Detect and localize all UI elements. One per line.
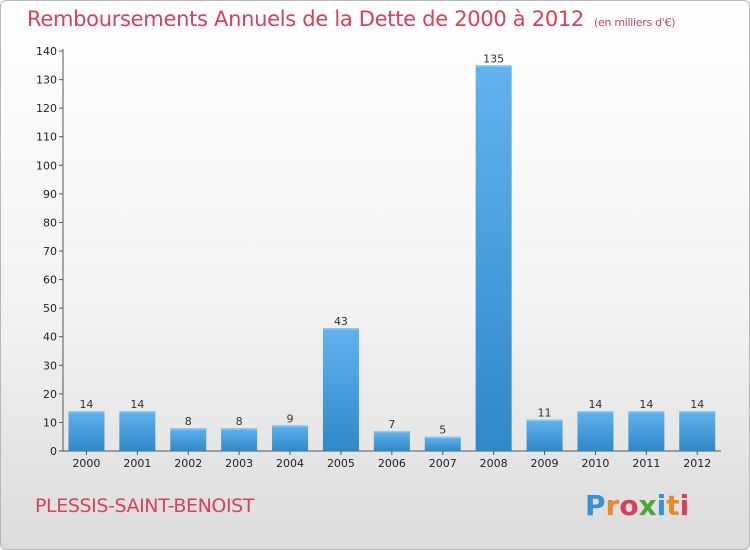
data-label: 8 [236,415,243,428]
bar [272,425,309,451]
bar-highlight [272,425,309,427]
x-tick-label: 2000 [72,457,100,470]
data-label: 135 [483,52,504,65]
bar-highlight [526,419,563,422]
y-tick-label: 140 [36,45,57,58]
bar-highlight [373,431,410,433]
y-tick-label: 60 [43,274,57,287]
x-tick-label: 2007 [429,457,457,470]
x-tick-label: 2001 [123,457,151,470]
x-tick-label: 2003 [225,457,253,470]
bar [628,411,665,451]
data-label: 8 [185,415,192,428]
y-tick-label: 130 [36,74,57,87]
chart-unit-note: (en milliers d'€) [594,16,676,29]
y-tick-label: 50 [43,302,57,315]
data-label: 11 [538,407,552,420]
bar [119,411,156,451]
bar [373,431,410,451]
chart-title-text: Remboursements Annuels de la Dette de 20… [27,7,584,31]
x-tick-label: 2002 [174,457,202,470]
bar-highlight [119,411,156,413]
data-label: 14 [588,398,602,411]
bar-highlight [424,436,461,439]
proxiti-logo[interactable]: Proxiti [585,489,689,522]
bar [68,411,105,451]
chart-title: Remboursements Annuels de la Dette de 20… [27,7,675,31]
x-tick-label: 2006 [378,457,406,470]
x-tick-label: 2010 [581,457,609,470]
y-tick-label: 30 [43,359,57,372]
bar-highlight [628,411,665,413]
chart-axes: 0 10 20 30 40 50 60 70 80 90 100 110 120 130 140 2000 20… [36,45,721,470]
bar [577,411,614,451]
bar [221,428,258,451]
y-tick-label: 90 [43,188,57,201]
bar [526,419,563,451]
data-label: 14 [639,398,653,411]
bar-highlight [221,428,258,430]
bar-highlight [577,411,614,413]
data-label: 14 [690,398,704,411]
x-tick-label: 2008 [480,457,508,470]
y-tick-label: 80 [43,216,57,229]
x-tick-label: 2011 [632,457,660,470]
bar [170,428,207,451]
y-tick-label: 40 [43,331,57,344]
y-tick-label: 0 [50,445,57,458]
logo-letter: x [638,489,657,522]
data-label: 7 [388,418,395,431]
x-tick-label: 2005 [327,457,355,470]
chart-bars: 14 14 8 8 9 43 7 5 135 11 14 14 14 [68,52,716,452]
x-tick-label: 2009 [531,457,559,470]
bar [475,65,512,452]
x-tick-label: 2012 [683,457,711,470]
bar [424,436,461,451]
bar [679,411,716,451]
bar-highlight [679,411,716,413]
bar [322,328,359,451]
data-label: 14 [79,398,93,411]
data-label: 14 [130,398,144,411]
logo-letter: i [679,489,690,522]
x-tick-label: 2004 [276,457,304,470]
logo-letter: P [585,489,606,522]
bar-highlight [322,328,359,330]
logo-letter: r [605,489,620,522]
data-label: 5 [439,424,446,437]
bar-highlight [475,65,512,67]
data-label: 9 [287,412,294,425]
data-label: 43 [334,315,348,328]
y-tick-label: 120 [36,102,57,115]
y-tick-label: 70 [43,245,57,258]
y-tick-label: 110 [36,131,57,144]
y-tick-label: 20 [43,388,57,401]
y-tick-label: 100 [36,159,57,172]
y-tick-label: 10 [43,416,57,429]
logo-letter: o [619,489,639,522]
bar-highlight [170,428,207,430]
logo-letter: i [656,489,667,522]
logo-letter: t [666,489,680,522]
bar-highlight [68,411,105,413]
city-name: PLESSIS-SAINT-BENOIST [35,495,255,517]
